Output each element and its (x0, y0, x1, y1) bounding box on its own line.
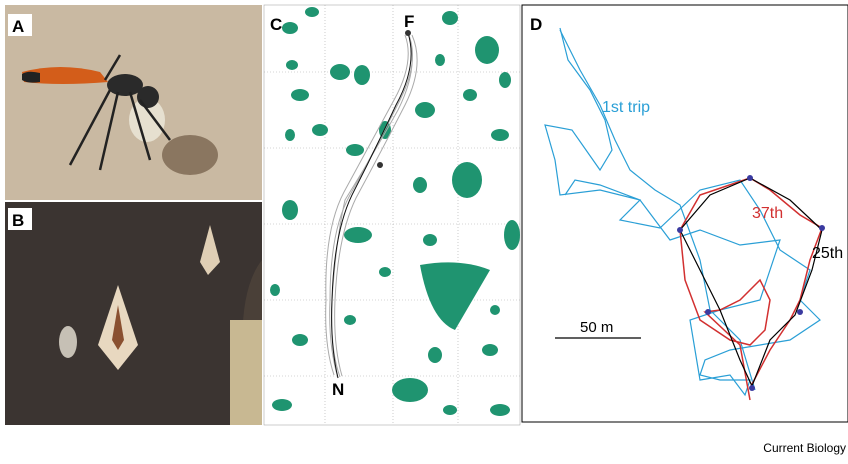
panel-label: A (12, 17, 24, 36)
figure: A B (0, 0, 848, 459)
panel-d: D 1st trip 37th 25th 50 m (522, 5, 848, 422)
trip-label: 37th (752, 205, 783, 222)
trip-label: 25th (812, 245, 843, 262)
panel-label: B (12, 211, 24, 230)
trip-label: 1st trip (602, 99, 650, 116)
panel-label: C (270, 15, 282, 34)
panel-a: A (5, 5, 262, 200)
panel-b: B (5, 202, 262, 425)
panel-label: D (530, 15, 542, 34)
scale-label: 50 m (580, 319, 613, 336)
feeder-label: F (404, 12, 414, 31)
panel-c: C F N (264, 5, 520, 425)
footer: Current Biology (763, 441, 846, 455)
nest-label: N (332, 380, 344, 399)
